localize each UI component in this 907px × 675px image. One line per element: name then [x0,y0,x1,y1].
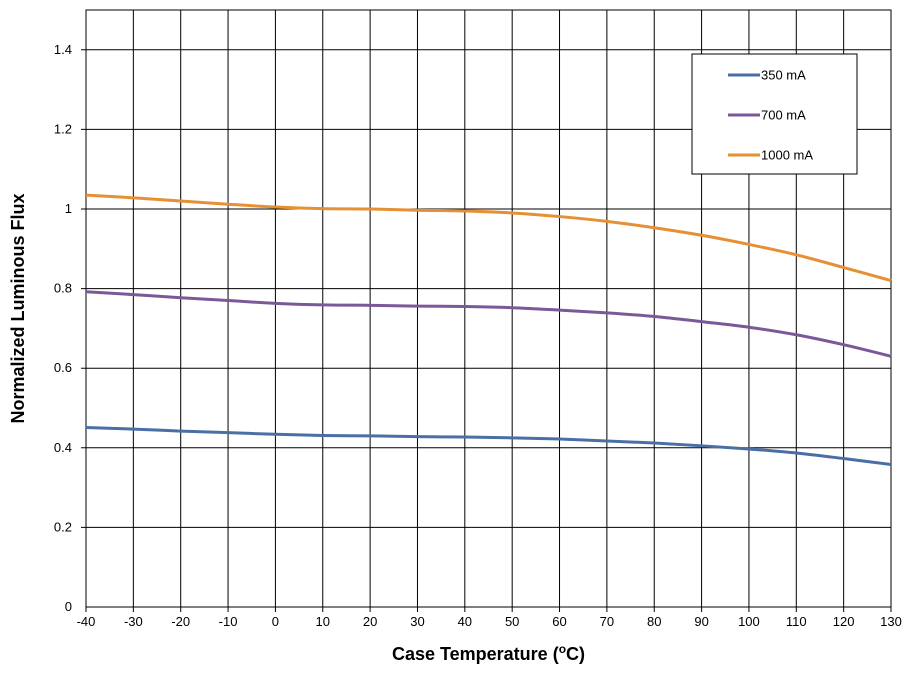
y-axis-title: Normalized Luminous Flux [8,193,28,423]
legend: 350 mA 700 mA 1000 mA [691,53,858,175]
x-tick-label: 80 [647,614,661,629]
x-tick-label: 100 [738,614,760,629]
x-tick-label: 40 [458,614,472,629]
plot-frame [85,9,892,608]
x-tick-label: 70 [600,614,614,629]
y-tick-label: 1 [65,201,72,216]
y-axis-ticks: 0 0.2 0.4 0.6 0.8 1 1.2 1.4 [54,42,72,614]
legend-label-350-ma: 350 mA [761,68,806,83]
x-tick-label: -40 [77,614,96,629]
series-lines [85,193,892,467]
x-axis-title: Case Temperature (oC) [392,642,585,664]
x-tick-label: -20 [171,614,190,629]
x-axis-title-main: Case Temperature ( [392,644,559,664]
legend-box [691,53,858,175]
x-tick-label: 50 [505,614,519,629]
y-tick-label: 0.4 [54,440,72,455]
x-tick-label: 130 [880,614,902,629]
x-tick-label: -30 [124,614,143,629]
y-tick-label: 0.8 [54,281,72,296]
y-tick-label: 0 [65,599,72,614]
x-tick-label: 60 [552,614,566,629]
y-tick-label: 0.6 [54,360,72,375]
y-tick-label: 1.2 [54,121,72,136]
x-tick-label: 30 [410,614,424,629]
x-tick-label: 10 [316,614,330,629]
x-axis-ticks: -40 -30 -20 -10 0 10 20 30 40 50 60 70 80 90 100 110 120… [77,607,902,629]
series-line-350-ma [85,426,892,467]
x-tick-label: 90 [694,614,708,629]
x-axis-title-tail: C) [566,644,585,664]
x-axis-title-superscript: o [559,642,566,656]
x-tick-label: -10 [219,614,238,629]
y-tick-label: 0.2 [54,519,72,534]
x-tick-label: 20 [363,614,377,629]
x-tick-label: 110 [786,614,807,629]
x-tick-label: 120 [833,614,855,629]
x-tick-label: 0 [272,614,279,629]
series-line-700-ma [85,290,892,358]
series-line-1000-ma [85,193,892,283]
legend-label-700-ma: 700 mA [761,108,806,123]
legend-label-1000-ma: 1000 mA [761,148,813,163]
y-tick-label: 1.4 [54,42,72,57]
